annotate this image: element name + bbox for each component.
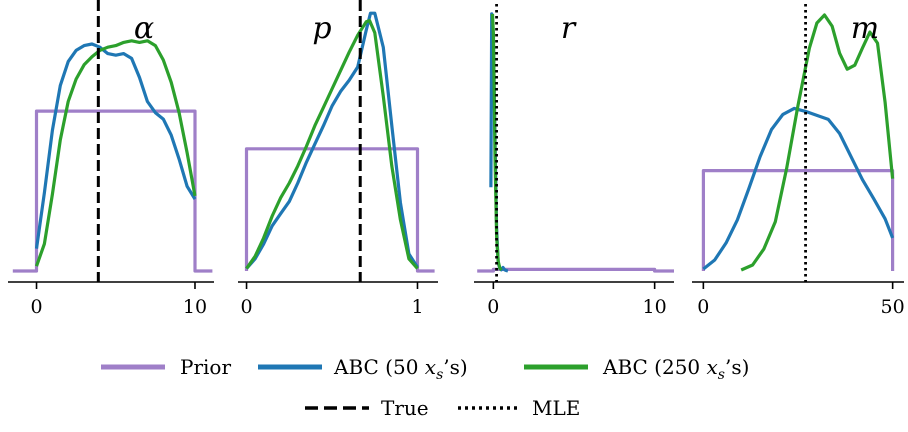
x-tick-label-1-0: 0 (241, 296, 253, 318)
series-prior-1 (244, 147, 435, 273)
series-abc250-0 (34, 39, 197, 267)
x-tick-label-3-1: 50 (881, 296, 905, 318)
legend-label-abc250: ABC (250 xs’s) (602, 355, 749, 383)
series-abc250-1 (245, 19, 419, 270)
panel-0: 0 10 α (8, 0, 214, 318)
x-tick-label-3-0: 0 (697, 296, 709, 318)
panel-title-2: r (561, 11, 577, 46)
series-prior-0 (12, 109, 213, 273)
x-tick-label-2-1: 10 (643, 296, 667, 318)
legend-label-true: True (381, 396, 429, 420)
panel-title-3: m (851, 11, 879, 46)
panel-title-1: p (312, 11, 331, 46)
panel-3: 0 50 m (692, 4, 905, 318)
series-abc50-1 (245, 11, 419, 270)
x-tick-label-0-1: 10 (183, 296, 207, 318)
x-tick-label-2-0: 0 (487, 296, 499, 318)
panel-1: 0 1 p (238, 0, 438, 318)
panel-title-0: α (134, 11, 154, 46)
legend-label-mle: MLE (532, 396, 580, 420)
series-prior-3 (701, 169, 895, 271)
legend: Prior ABC (50 xs’s) ABC (250 xs’s) True … (101, 355, 749, 420)
x-tick-label-0-0: 0 (30, 296, 42, 318)
legend-label-abc50: ABC (50 xs’s) (333, 355, 468, 383)
series-prior-2 (477, 267, 674, 273)
panel-2: 0 10 r (474, 4, 674, 318)
series-abc50-0 (34, 42, 197, 249)
legend-label-prior: Prior (180, 355, 231, 379)
x-tick-label-1-1: 1 (411, 296, 423, 318)
series-abc50-3 (702, 106, 895, 271)
panels: 0 10 α 0 1 p 0 10 r 0 50 m (8, 0, 905, 318)
series-abc250-3 (740, 13, 895, 272)
